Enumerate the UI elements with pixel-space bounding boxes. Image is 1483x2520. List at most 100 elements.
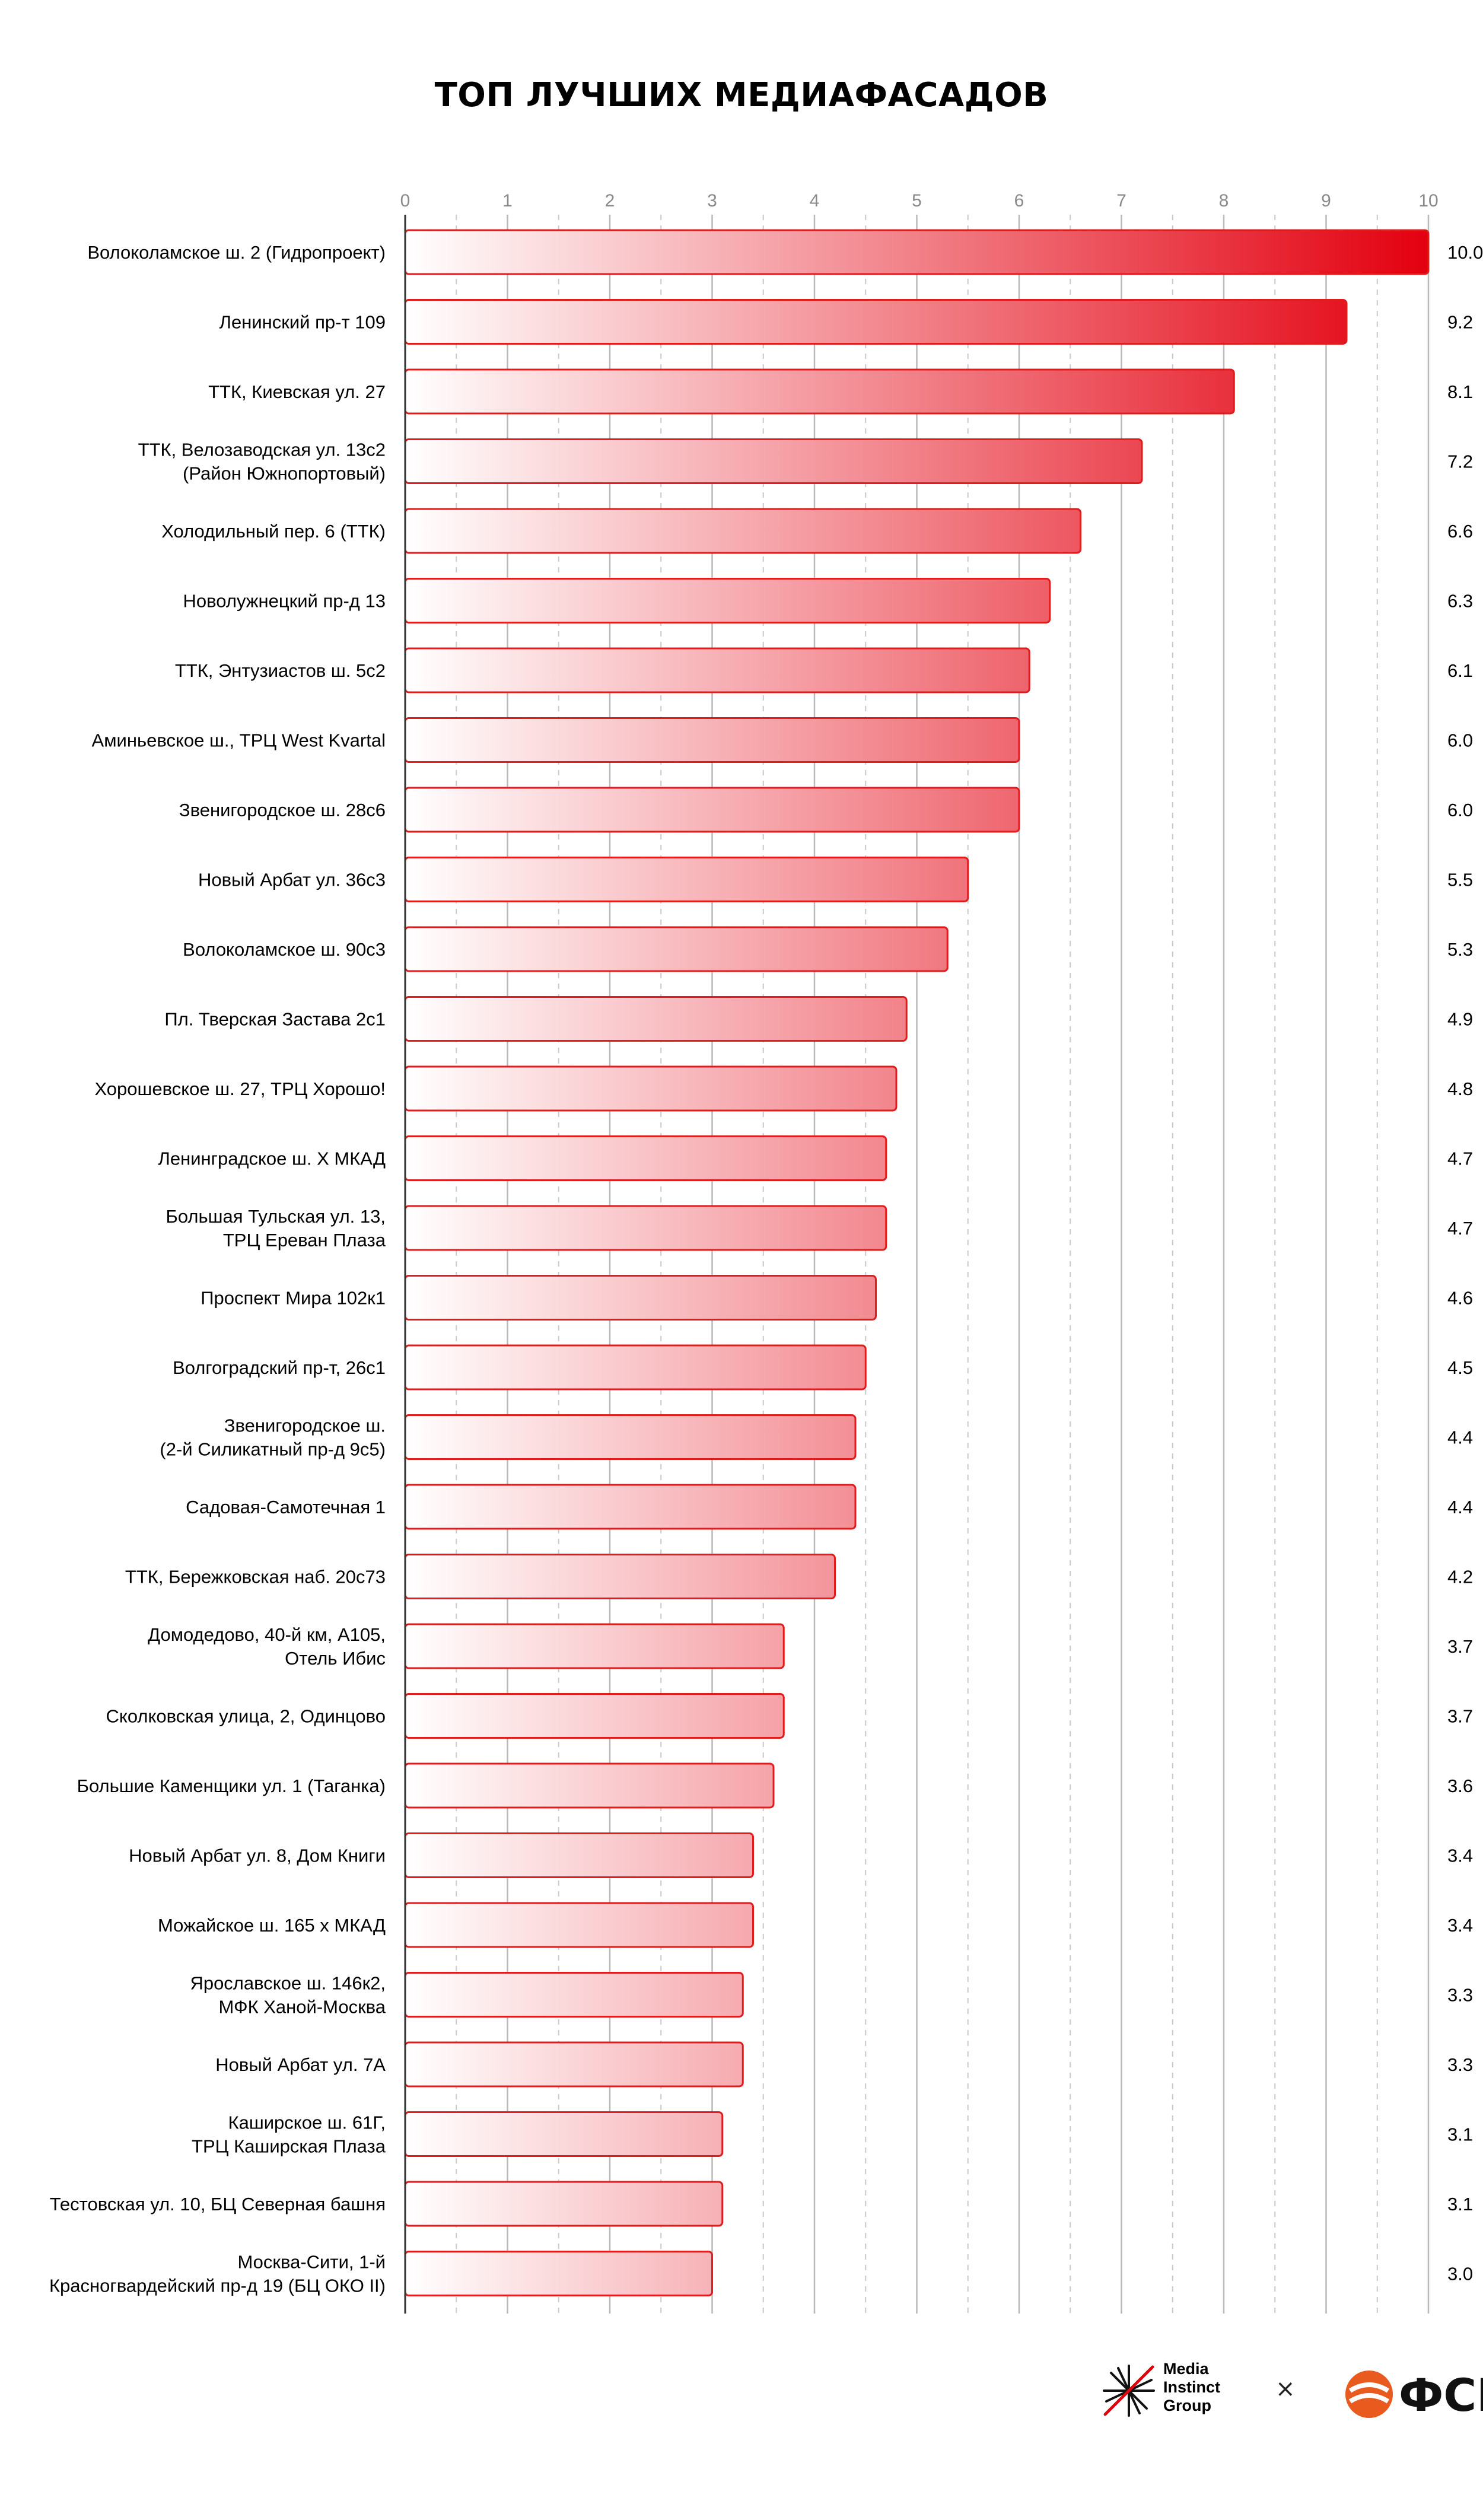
category-label: Сколковская улица, 2, Одинцово: [106, 1706, 386, 1727]
value-label: 5.5: [1447, 870, 1473, 890]
media-instinct-group-wordmark: Media Instinct Group: [1163, 2360, 1221, 2414]
category-label: Большая Тульская ул. 13, ТРЦ Ереван Плаза: [166, 1206, 386, 1251]
value-label: 4.6: [1447, 1288, 1473, 1309]
bar: [404, 2041, 744, 2088]
bar: [404, 508, 1081, 554]
category-label: Волоколамское ш. 2 (Гидропроект): [87, 242, 386, 263]
fsk-logo: ФСК: [1342, 2362, 1483, 2427]
value-labels: 10.0 9.2 8.1 7.2 6.6 6.3 6.1 6.0 6.0 5.5 5.3 4.9 4.8…: [1447, 242, 1483, 2284]
bar: [404, 1414, 857, 1460]
bar: [404, 787, 1020, 833]
category-labels: Волоколамское ш. 2 (Гидропроект) Ленински…: [49, 242, 386, 2296]
bar: [404, 1344, 867, 1391]
bar: [404, 2251, 713, 2296]
category-label: Волоколамское ш. 90с3: [183, 939, 386, 960]
category-label: Москва-Сити, 1-й Красногвардейский пр-д 1…: [49, 2252, 386, 2296]
category-label: Тестовская ул. 10, БЦ Северная башня: [50, 2194, 386, 2214]
value-label: 3.1: [1447, 2124, 1473, 2145]
category-label: Звенигородское ш. (2-й Силикатный пр-д 9с…: [160, 1415, 386, 1460]
bar: [404, 229, 1430, 275]
fsk-wordmark: ФСК: [1399, 2369, 1483, 2422]
bar: [404, 1972, 744, 2018]
value-label: 3.4: [1447, 1846, 1473, 1866]
value-label: 6.3: [1447, 591, 1473, 612]
value-label: 6.1: [1447, 660, 1473, 681]
category-label: Холодильный пер. 6 (ТТК): [161, 521, 386, 542]
category-label: Домодедово, 40-й км, А105, Отель Ибис: [148, 1624, 386, 1669]
category-label: ТТК, Энтузиастов ш. 5с2: [175, 660, 386, 681]
category-label: Каширское ш. 61Г, ТРЦ Каширская Плаза: [192, 2112, 386, 2157]
value-label: 3.7: [1447, 1706, 1473, 1727]
value-label: 3.6: [1447, 1776, 1473, 1796]
x-tick-label: 8: [1219, 191, 1229, 211]
category-label: Пл. Тверская Застава 2с1: [164, 1009, 386, 1030]
bar: [404, 647, 1030, 693]
value-label: 7.2: [1447, 451, 1473, 472]
category-label: Садовая-Самотечная 1: [186, 1497, 386, 1517]
category-label: Новый Арбат ул. 36с3: [198, 870, 386, 890]
bar: [404, 926, 949, 972]
value-label: 4.4: [1447, 1427, 1473, 1448]
x-tick-label: 2: [605, 191, 615, 211]
bar: [404, 1554, 836, 1599]
value-label: 8.1: [1447, 381, 1473, 402]
bar: [404, 1902, 754, 1948]
bar: [404, 1205, 887, 1251]
value-label: 4.4: [1447, 1497, 1473, 1517]
starburst-icon: [1103, 2365, 1155, 2417]
value-label: 3.7: [1447, 1636, 1473, 1657]
value-label: 4.5: [1447, 1357, 1473, 1378]
chart-title: ТОП ЛУЧШИХ МЕДИАФАСАДОВ: [434, 76, 1049, 114]
grid-lines: [456, 215, 1430, 2314]
value-label: 9.2: [1447, 312, 1473, 333]
value-label: 4.2: [1447, 1567, 1473, 1587]
value-label: 4.7: [1447, 1148, 1473, 1169]
x-tick-label: 6: [1014, 191, 1024, 211]
bar: [404, 1135, 887, 1181]
x-tick-label: 7: [1116, 191, 1126, 211]
category-label: Волгоградский пр-т, 26с1: [173, 1357, 386, 1378]
value-label: 3.3: [1447, 2054, 1473, 2075]
category-label: Новый Арбат ул. 7А: [215, 2054, 386, 2075]
bar: [404, 1275, 877, 1321]
value-label: 4.8: [1447, 1078, 1473, 1099]
category-label: Хорошевское ш. 27, ТРЦ Хорошо!: [94, 1078, 386, 1099]
category-label: Ленинский пр-т 109: [219, 312, 386, 333]
x-axis-ticks: 0 1 2 3 4 5 6 7 8 9 10: [400, 191, 1439, 211]
value-label: 10.0: [1447, 242, 1483, 263]
bar: [404, 1832, 754, 1878]
logo-separator: ×: [1275, 2375, 1296, 2403]
x-tick-label: 3: [707, 191, 717, 211]
bar: [404, 438, 1143, 484]
bar: [404, 996, 908, 1042]
bar: [404, 717, 1020, 763]
value-label: 3.3: [1447, 1985, 1473, 2006]
bars: [404, 229, 1430, 2296]
value-label: 6.6: [1447, 521, 1473, 542]
category-label: Новолужнецкий пр-д 13: [183, 591, 386, 612]
media-instinct-group-logo: Media Instinct Group: [1100, 2355, 1243, 2426]
category-label: ТТК, Бережковская наб. 20с73: [125, 1567, 386, 1587]
category-label: Проспект Мира 102к1: [201, 1288, 386, 1309]
category-label: Новый Арбат ул. 8, Дом Книги: [129, 1846, 386, 1866]
x-tick-label: 5: [912, 191, 922, 211]
bar: [404, 1484, 857, 1530]
value-label: 4.7: [1447, 1218, 1473, 1239]
category-label: Ленинградское ш. Х МКАД: [158, 1148, 386, 1169]
bar: [404, 1623, 785, 1669]
x-tick-label: 9: [1321, 191, 1331, 211]
bar: [404, 2181, 724, 2227]
bar: [404, 2111, 724, 2157]
bar: [404, 578, 1051, 623]
category-label: ТТК, Киевская ул. 27: [208, 381, 386, 402]
x-tick-label: 0: [400, 191, 410, 211]
category-label: Можайское ш. 165 х МКАД: [158, 1915, 386, 1936]
category-label: Аминьевское ш., ТРЦ West Kvartal: [92, 730, 386, 751]
value-label: 5.3: [1447, 939, 1473, 960]
x-tick-label: 4: [810, 191, 820, 211]
value-label: 4.9: [1447, 1009, 1473, 1030]
category-label: Ярославское ш. 146к2, МФК Ханой-Москва: [190, 1973, 386, 2018]
value-label: 3.0: [1447, 2264, 1473, 2284]
value-label: 6.0: [1447, 730, 1473, 751]
bar: [404, 1693, 785, 1739]
